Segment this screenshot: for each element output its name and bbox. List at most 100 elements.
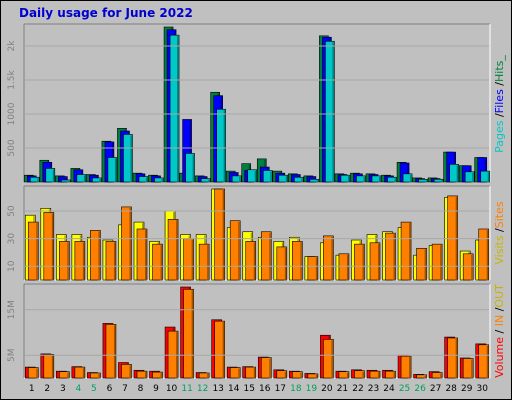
bar-pages-day-26 [418, 178, 428, 183]
legend-entry: Files [493, 89, 506, 113]
bar-shadow [239, 176, 241, 182]
x-day-label: 19 [306, 384, 318, 394]
bar-pages-day-12 [200, 178, 211, 183]
x-day-label: 7 [122, 384, 128, 394]
bar-shadow [409, 223, 411, 280]
bar-shadow [160, 373, 163, 378]
bar-shadow [378, 372, 380, 378]
bar-sites-day-26 [416, 247, 427, 281]
chart-bars [23, 26, 491, 379]
bar-shadow [36, 368, 38, 378]
bar-pages-day-2 [45, 168, 56, 183]
bar-shadow [222, 190, 225, 280]
x-day-label: 5 [91, 384, 97, 394]
bar-pages-day-3 [61, 179, 71, 183]
bar-shadow [189, 120, 192, 182]
bar-sites-day-5 [90, 230, 101, 281]
bar-shadow [410, 174, 412, 182]
bar-pages-day-14 [231, 175, 242, 183]
bar-shadow [114, 158, 117, 182]
x-day-label: 18 [290, 384, 302, 394]
panel-hits-files-pages [24, 24, 490, 182]
bar-pages-day-7 [123, 134, 133, 183]
bar-sites-day-19 [307, 256, 319, 281]
bar-volume-out--day-23 [369, 370, 381, 379]
bar-shadow [269, 358, 271, 378]
x-day-label: 25 [399, 384, 410, 394]
bar-pages-day-1 [29, 176, 40, 183]
x-day-label: 22 [352, 384, 363, 394]
legend-entry: Pages [493, 120, 506, 153]
x-day-label: 14 [228, 384, 240, 394]
bar-volume-out--day-1 [27, 367, 39, 379]
y-tick-label: 10 [7, 260, 17, 272]
bar-sites-day-15 [245, 241, 257, 281]
bar-shadow [68, 180, 70, 182]
bar-pages-day-11 [185, 153, 195, 183]
y-tick-label: 5M [7, 349, 17, 363]
y-tick-label: 15M [7, 300, 17, 319]
bar-shadow [160, 245, 163, 280]
bar-shadow [98, 373, 100, 378]
bar-shadow [270, 171, 272, 182]
bar-pages-day-10 [169, 34, 180, 183]
bar-shadow [254, 170, 257, 182]
bar-sites-day-27 [431, 243, 443, 281]
y-tick-label: 1000 [7, 102, 17, 125]
legend-entry: / [493, 82, 506, 89]
x-day-label: 9 [153, 384, 159, 394]
bar-pages-day-27 [433, 178, 444, 183]
bar-pages-day-5 [92, 177, 102, 183]
legend-entry: IN [493, 315, 506, 326]
bar-volume-out--day-16 [260, 357, 272, 379]
bar-volume-out--day-22 [354, 370, 365, 379]
bar-shadow [379, 176, 381, 182]
x-day-label: 23 [368, 384, 379, 394]
bar-shadow [331, 236, 333, 280]
bar-volume-out--day-17 [276, 370, 288, 379]
bar-shadow [99, 178, 101, 182]
bar-volume-out--day-18 [292, 371, 303, 379]
bar-shadow [424, 249, 427, 280]
bar-sites-day-7 [121, 206, 132, 281]
bar-shadow [315, 257, 318, 280]
bar-pages-day-28 [449, 164, 459, 183]
bar-shadow [346, 372, 349, 378]
bar-shadow [378, 243, 380, 280]
bar-volume-out--day-13 [214, 320, 225, 379]
bar-volume-out--day-7 [121, 364, 132, 379]
y-axis-ticks: 500 1000 1.5k 2k 10 30 50 5M 15M [7, 40, 489, 362]
y-tick-label: 50 [7, 205, 17, 217]
x-day-label: 2 [44, 384, 50, 394]
bar-volume-out--day-9 [152, 371, 163, 379]
x-day-label: 8 [138, 384, 144, 394]
x-day-label: 20 [321, 384, 333, 394]
bar-shadow [332, 42, 334, 182]
bar-sites-day-8 [136, 228, 148, 281]
bar-shadow [192, 154, 195, 182]
bar-shadow [37, 178, 39, 182]
bar-shadow [207, 373, 209, 378]
bar-shadow [113, 242, 116, 280]
bar-sites-day-18 [292, 241, 303, 281]
legend-entry: Volume [493, 337, 506, 378]
bar-shadow [83, 175, 86, 182]
bar-shadow [113, 325, 116, 378]
bar-shadow [393, 234, 396, 280]
bar-pages-day-30 [480, 170, 491, 183]
bar-volume-out--day-5 [90, 372, 101, 379]
bar-volume-out--day-4 [74, 366, 86, 379]
bar-shadow [300, 372, 302, 378]
bar-volume-out--day-11 [183, 288, 194, 379]
bar-sites-day-23 [369, 242, 381, 281]
bar-shadow [471, 359, 473, 378]
bar-shadow [129, 207, 131, 280]
bar-shadow [284, 247, 287, 280]
bar-shadow [253, 368, 256, 378]
bar-shadow [440, 373, 442, 378]
bar-volume-out--day-8 [136, 370, 148, 379]
bar-shadow [331, 340, 333, 378]
legend-entry: / [493, 113, 506, 120]
bar-shadow [393, 372, 396, 378]
bar-shadow [284, 371, 287, 378]
